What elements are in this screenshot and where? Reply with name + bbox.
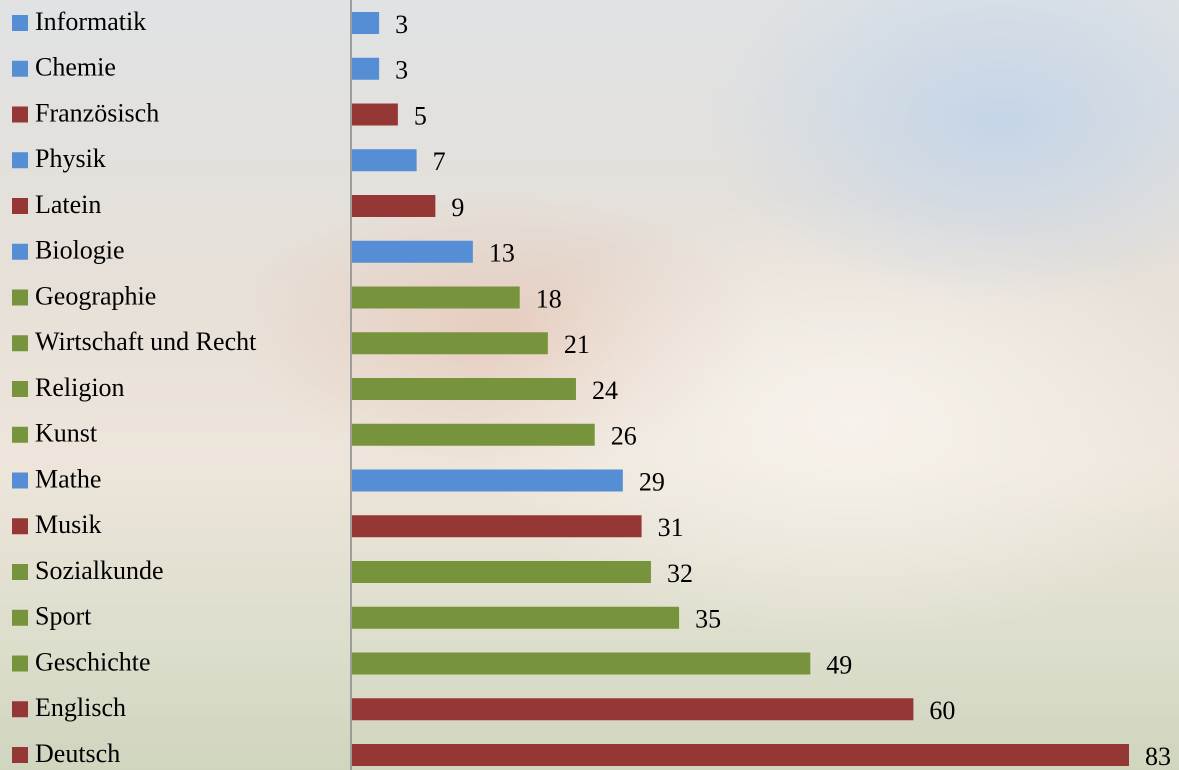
value-label: 60	[929, 696, 955, 725]
bar	[352, 423, 595, 446]
legend-swatch	[12, 518, 28, 535]
category-label: Chemie	[35, 53, 116, 82]
legend-swatch	[12, 152, 28, 169]
category-label: Latein	[35, 190, 101, 219]
bar	[352, 561, 651, 583]
category-label: Religion	[35, 373, 125, 402]
bar	[352, 652, 811, 675]
category-label: Geographie	[35, 281, 156, 310]
bar	[352, 149, 417, 172]
value-label: 83	[1145, 742, 1171, 770]
bar	[352, 332, 548, 355]
category-label: Sport	[35, 602, 92, 631]
bar	[352, 698, 914, 721]
category-label: Musik	[35, 510, 101, 539]
legend-swatch	[12, 701, 28, 718]
bar	[352, 103, 398, 126]
legend-swatch	[12, 564, 28, 580]
value-label: 3	[395, 56, 408, 85]
legend-swatch	[12, 106, 28, 123]
bar	[352, 606, 680, 629]
bar	[352, 469, 623, 492]
category-label: Deutsch	[35, 739, 120, 768]
category-label: Kunst	[35, 419, 98, 448]
value-label: 31	[658, 513, 684, 542]
legend-swatch	[12, 15, 28, 31]
legend-swatch	[12, 60, 28, 77]
value-label: 26	[611, 422, 637, 451]
bar	[352, 12, 380, 34]
bar	[352, 57, 380, 80]
bar	[352, 286, 520, 309]
legend-swatch	[12, 335, 28, 352]
bar	[352, 515, 642, 538]
category-label: Geschichte	[35, 647, 151, 676]
bar	[352, 240, 473, 263]
bar	[352, 744, 1129, 766]
value-label: 21	[564, 330, 590, 359]
legend-swatch	[12, 747, 28, 763]
category-label: Sozialkunde	[35, 556, 164, 585]
category-label: Englisch	[35, 693, 126, 722]
value-label: 49	[826, 650, 852, 679]
value-label: 29	[639, 467, 665, 496]
value-label: 3	[395, 10, 408, 39]
category-label: Wirtschaft und Recht	[35, 327, 257, 356]
legend-swatch	[12, 381, 28, 397]
bar	[352, 378, 576, 400]
legend-swatch	[12, 198, 28, 214]
value-label: 35	[695, 605, 721, 634]
legend-swatch	[12, 472, 28, 489]
category-label: Biologie	[35, 236, 125, 265]
value-label: 24	[592, 376, 618, 405]
value-label: 9	[451, 193, 464, 222]
category-label: Französisch	[35, 98, 159, 127]
legend-swatch	[12, 426, 28, 443]
legend-swatch	[12, 289, 28, 306]
legend-swatch	[12, 609, 28, 626]
bar	[352, 195, 436, 217]
value-label: 5	[414, 101, 427, 130]
value-label: 32	[667, 559, 693, 588]
category-label: Informatik	[35, 7, 146, 36]
value-label: 18	[536, 284, 562, 313]
category-label: Physik	[35, 144, 106, 173]
value-label: 7	[433, 147, 446, 176]
category-label: Mathe	[35, 464, 101, 493]
legend-swatch	[12, 243, 28, 260]
value-label: 13	[489, 239, 515, 268]
legend-swatch	[12, 655, 28, 672]
